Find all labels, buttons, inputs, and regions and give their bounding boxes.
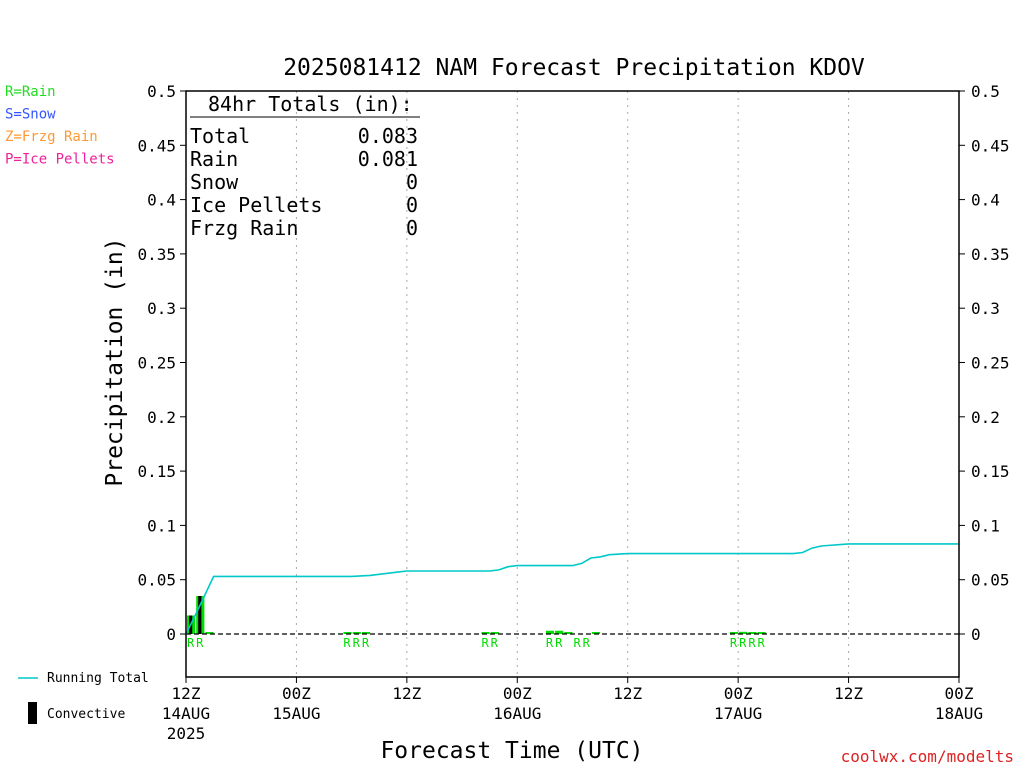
credit-text: coolwx.com/modelts — [841, 747, 1014, 766]
rain-bar — [757, 632, 766, 634]
y-tick-label-right: 0.45 — [971, 136, 1010, 155]
x-tick-label: 12Z — [172, 684, 201, 703]
totals-rows: Total 0.083 Rain 0.081 Snow 0 Ice Pellets 0 Frzg… — [190, 124, 418, 240]
totals-heading: 84hr Totals (in): — [208, 92, 413, 116]
totals-row-label: Ice Pellets — [190, 193, 322, 217]
rain-bar — [564, 632, 573, 634]
rain-bar — [591, 632, 601, 634]
y-tick-label-right: 0.1 — [971, 516, 1000, 535]
rain-bar — [739, 631, 748, 634]
totals-box: 84hr Totals (in): Total 0.083 Rain 0.081 Sno… — [190, 92, 420, 240]
x-tick-date: 15AUG — [272, 704, 320, 723]
precip-type-label: R — [546, 636, 554, 650]
y-tick-label-right: 0.3 — [971, 299, 1000, 318]
y-tick-label-left: 0.05 — [137, 571, 176, 590]
legend: Running Total Convective — [18, 671, 149, 724]
rain-bar — [555, 630, 564, 634]
y-tick-label-left: 0.35 — [137, 245, 176, 264]
precip-type-key: R=Rain S=Snow Z=Frzg Rain P=Ice Pellets — [5, 84, 115, 168]
running-total-line — [185, 543, 959, 635]
x-axis-label: Forecast Time (UTC) — [380, 738, 643, 764]
y-tick-label-left: 0.15 — [137, 462, 176, 481]
y-tick-label-right: 0.2 — [971, 408, 1000, 427]
totals-row-value: 0 — [406, 170, 418, 194]
y-tick-label-right: 0.05 — [971, 571, 1010, 590]
rain-bar — [343, 632, 352, 634]
precip-type-label: R — [583, 636, 591, 650]
totals-row-value: 0.083 — [358, 124, 418, 148]
rain-bar — [481, 632, 490, 634]
precip-type-label: R — [758, 636, 766, 650]
rain-bar — [545, 630, 555, 634]
x-tick-date: 18AUG — [935, 704, 983, 723]
y-tick-label-right: 0.15 — [971, 462, 1010, 481]
rain-bar — [490, 632, 499, 634]
precip-type-label: R — [739, 636, 747, 650]
x-tick-label: 12Z — [392, 684, 421, 703]
precip-type-key-item: P=Ice Pellets — [5, 152, 115, 168]
precip-type-label: R — [196, 636, 204, 650]
precip-type-label: R — [491, 636, 499, 650]
convective-bar — [198, 595, 202, 634]
precip-type-label: R — [555, 636, 563, 650]
y-tick-label-left: 0.3 — [147, 299, 176, 318]
x-tick-label: 12Z — [613, 684, 642, 703]
x-tick-label: 00Z — [724, 684, 753, 703]
rain-bar — [205, 632, 214, 634]
y-tick-label-left: 0.25 — [137, 354, 176, 373]
y-axis-ticks: 0 00.05 0.050.1 0.10.15 0.150.2 0.20.25 0.250.… — [137, 82, 1009, 644]
x-tick-label: 00Z — [282, 684, 311, 703]
precip-type-label: R — [362, 636, 370, 650]
y-tick-label-right: 0.4 — [971, 191, 1000, 210]
rain-bar — [352, 632, 361, 634]
totals-row-label: Frzg Rain — [190, 216, 298, 240]
precip-type-label: R — [353, 636, 361, 650]
x-tick-year: 2025 — [167, 724, 206, 743]
precip-type-key-item: R=Rain — [5, 84, 56, 100]
y-tick-label-left: 0.4 — [147, 191, 176, 210]
totals-row-label: Total — [190, 124, 250, 148]
x-tick-label: 00Z — [945, 684, 974, 703]
precip-type-label: R — [748, 636, 756, 650]
precip-type-key-item: S=Snow — [5, 107, 56, 123]
x-tick-date: 14AUG — [162, 704, 210, 723]
y-tick-label-right: 0.35 — [971, 245, 1010, 264]
precip-type-label: R — [343, 636, 351, 650]
y-axis-label: Precipitation (in) — [102, 237, 128, 486]
legend-label: Running Total — [47, 671, 149, 686]
totals-row-value: 0.081 — [358, 147, 418, 171]
y-tick-label-right: 0.5 — [971, 82, 1000, 101]
rain-bar — [729, 632, 739, 634]
y-tick-label-left: 0.1 — [147, 516, 176, 535]
precip-type-label: R — [481, 636, 489, 650]
totals-row-value: 0 — [406, 193, 418, 217]
legend-bar-swatch — [28, 702, 37, 724]
y-tick-label-left: 0.5 — [147, 82, 176, 101]
precip-type-label: R — [187, 636, 195, 650]
precip-type-label: R — [573, 636, 581, 650]
y-tick-label-left: 0 — [166, 625, 176, 644]
rain-bar — [361, 632, 371, 634]
totals-row-value: 0 — [406, 216, 418, 240]
rain-bar — [748, 632, 757, 634]
y-tick-label-left: 0.2 — [147, 408, 176, 427]
x-tick-label: 00Z — [503, 684, 532, 703]
y-tick-label-left: 0.45 — [137, 136, 176, 155]
x-tick-label: 12Z — [834, 684, 863, 703]
y-tick-label-right: 0.25 — [971, 354, 1010, 373]
x-tick-date: 16AUG — [493, 704, 541, 723]
totals-row-label: Rain — [190, 147, 238, 171]
plot-frame — [185, 90, 960, 678]
precip-type-key-item: Z=Frzg Rain — [5, 129, 98, 145]
y-tick-label-right: 0 — [971, 625, 981, 644]
x-tick-date: 17AUG — [714, 704, 762, 723]
precip-type-label: R — [730, 636, 738, 650]
totals-row-label: Snow — [190, 170, 239, 194]
chart-title: 2025081412 NAM Forecast Precipitation KD… — [283, 55, 865, 81]
legend-label: Convective — [47, 707, 125, 722]
